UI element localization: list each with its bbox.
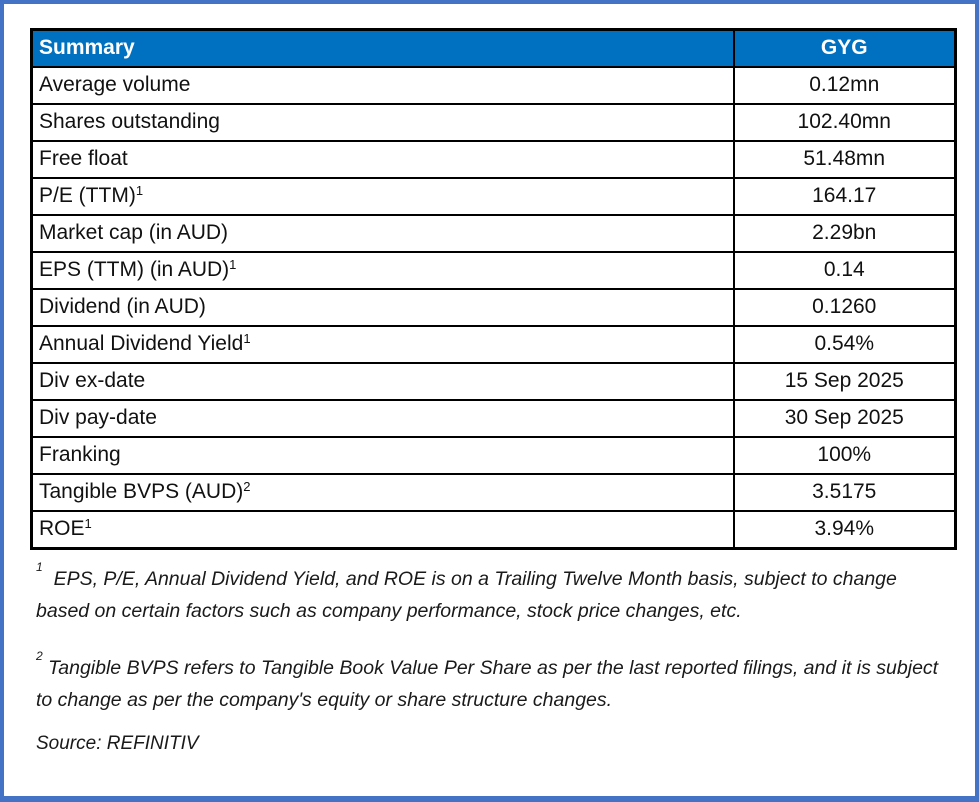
row-label: Div ex-date: [30, 362, 735, 401]
table-row: Div pay-date 30 Sep 2025: [30, 399, 957, 438]
row-label: EPS (TTM) (in AUD)1: [30, 251, 735, 290]
table-row: Shares outstanding 102.40mn: [30, 103, 957, 142]
table-row: Annual Dividend Yield1 0.54%: [30, 325, 957, 364]
summary-table: Summary GYG Average volume 0.12mn Shares…: [30, 28, 957, 550]
footnote-1: 1 EPS, P/E, Annual Dividend Yield, and R…: [36, 561, 954, 627]
row-value: 3.5175: [732, 473, 957, 512]
footnote-1-marker: 1: [36, 559, 43, 574]
row-label: Annual Dividend Yield1: [30, 325, 735, 364]
table-row: Free float 51.48mn: [30, 140, 957, 179]
row-value: 3.94%: [732, 510, 957, 550]
row-value: 0.1260: [732, 288, 957, 327]
row-label: Average volume: [30, 66, 735, 105]
source-note: Source: REFINITIV: [36, 733, 199, 755]
row-label: Free float: [30, 140, 735, 179]
summary-table-body: Average volume 0.12mn Shares outstanding…: [30, 66, 957, 550]
row-label: Franking: [30, 436, 735, 475]
table-row: Average volume 0.12mn: [30, 66, 957, 105]
row-label: Div pay-date: [30, 399, 735, 438]
row-label: Shares outstanding: [30, 103, 735, 142]
table-header-summary: Summary: [30, 28, 735, 68]
row-value: 164.17: [732, 177, 957, 216]
row-label: Market cap (in AUD): [30, 214, 735, 253]
row-value: 0.14: [732, 251, 957, 290]
row-value: 102.40mn: [732, 103, 957, 142]
row-value: 100%: [732, 436, 957, 475]
table-row: Dividend (in AUD) 0.1260: [30, 288, 957, 327]
table-row: Div ex-date 15 Sep 2025: [30, 362, 957, 401]
footnote-2: 2 Tangible BVPS refers to Tangible Book …: [36, 650, 954, 716]
row-label: P/E (TTM)1: [30, 177, 735, 216]
table-row: Franking 100%: [30, 436, 957, 475]
row-value: 30 Sep 2025: [732, 399, 957, 438]
row-label: ROE1: [30, 510, 735, 550]
footnote-2-marker: 2: [36, 649, 43, 664]
footnotes-section: 1 EPS, P/E, Annual Dividend Yield, and R…: [30, 561, 954, 757]
table-row: ROE1 3.94%: [30, 510, 957, 550]
table-row: Market cap (in AUD) 2.29bn: [30, 214, 957, 253]
table-row: P/E (TTM)1 164.17: [30, 177, 957, 216]
row-value: 0.12mn: [732, 66, 957, 105]
row-label: Dividend (in AUD): [30, 288, 735, 327]
table-header-row: Summary GYG: [30, 28, 957, 68]
row-value: 0.54%: [732, 325, 957, 364]
row-value: 51.48mn: [732, 140, 957, 179]
row-value: 2.29bn: [732, 214, 957, 253]
row-value: 15 Sep 2025: [732, 362, 957, 401]
table-header-ticker: GYG: [732, 28, 957, 68]
row-label: Tangible BVPS (AUD)2: [30, 473, 735, 512]
table-row: Tangible BVPS (AUD)2 3.5175: [30, 473, 957, 512]
footnote-1-text: EPS, P/E, Annual Dividend Yield, and ROE…: [36, 568, 897, 622]
footnote-2-text: Tangible BVPS refers to Tangible Book Va…: [36, 657, 939, 711]
table-row: EPS (TTM) (in AUD)1 0.14: [30, 251, 957, 290]
